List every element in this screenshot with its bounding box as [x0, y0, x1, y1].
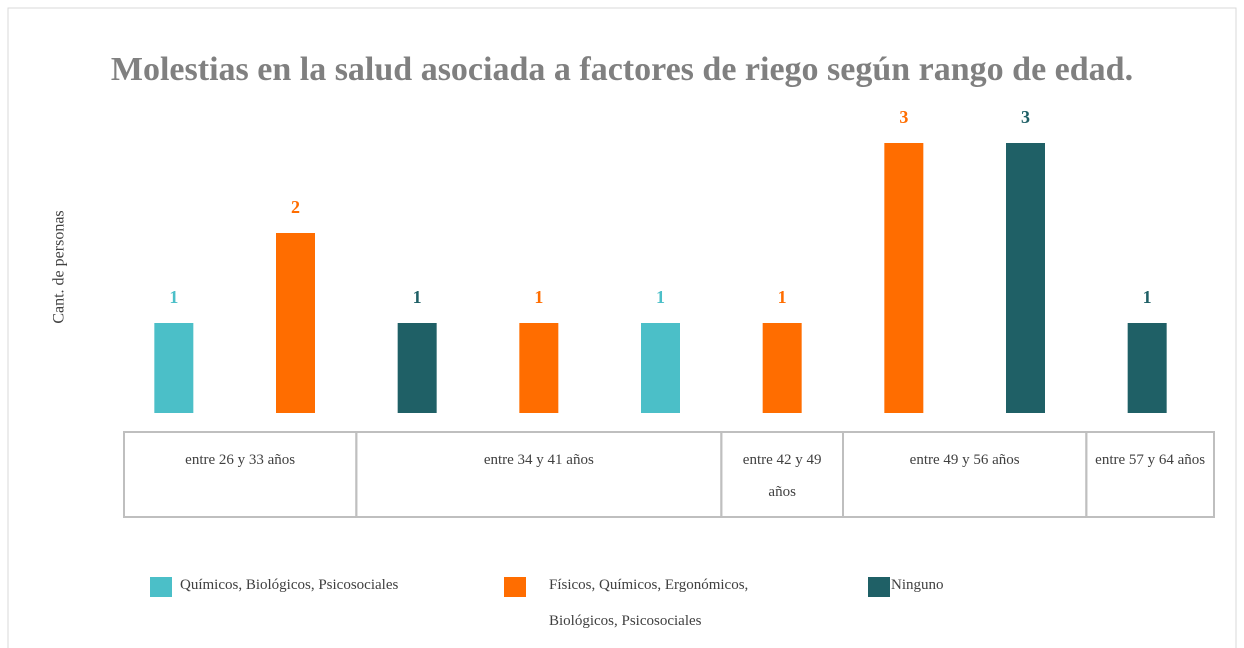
category-label: entre 42 y 49 años	[742, 452, 822, 500]
bar	[276, 233, 315, 413]
legend-label: Ninguno	[891, 577, 944, 593]
data-label: 1	[656, 287, 665, 307]
bar	[154, 323, 194, 413]
data-label: 1	[413, 287, 422, 307]
chart-title: Molestias en la salud asociada a factore…	[111, 51, 1133, 88]
category-label: entre 57 y 64 años	[1095, 452, 1206, 468]
category-label: entre 34 y 41 años	[483, 452, 594, 468]
bar	[1006, 143, 1045, 413]
chart-border	[7, 7, 1237, 648]
data-label: 2	[291, 197, 300, 217]
category-label: entre 49 y 56 años	[909, 452, 1020, 468]
legend-label: Químicos, Biológicos, Psicosociales	[180, 577, 399, 593]
data-label: 3	[1021, 107, 1030, 127]
bar	[397, 323, 437, 413]
category-label: entre 26 y 33 años	[185, 452, 296, 468]
data-label: 3	[899, 107, 908, 127]
bar	[1127, 323, 1167, 413]
data-label: 1	[169, 287, 178, 307]
bar	[762, 323, 802, 413]
category-box	[1085, 431, 1216, 518]
bar	[519, 323, 559, 413]
bar	[641, 323, 680, 413]
legend-swatch	[150, 577, 172, 597]
y-axis-label: Cant. de personas	[51, 210, 68, 323]
data-label: 1	[778, 287, 787, 307]
data-label: 1	[1143, 287, 1152, 307]
legend-swatch	[504, 577, 526, 597]
data-label: 1	[534, 287, 543, 307]
legend-label: Físicos, Químicos, Ergonómicos, Biológic…	[549, 577, 749, 629]
legend-swatch	[868, 577, 890, 597]
bar	[884, 143, 924, 413]
